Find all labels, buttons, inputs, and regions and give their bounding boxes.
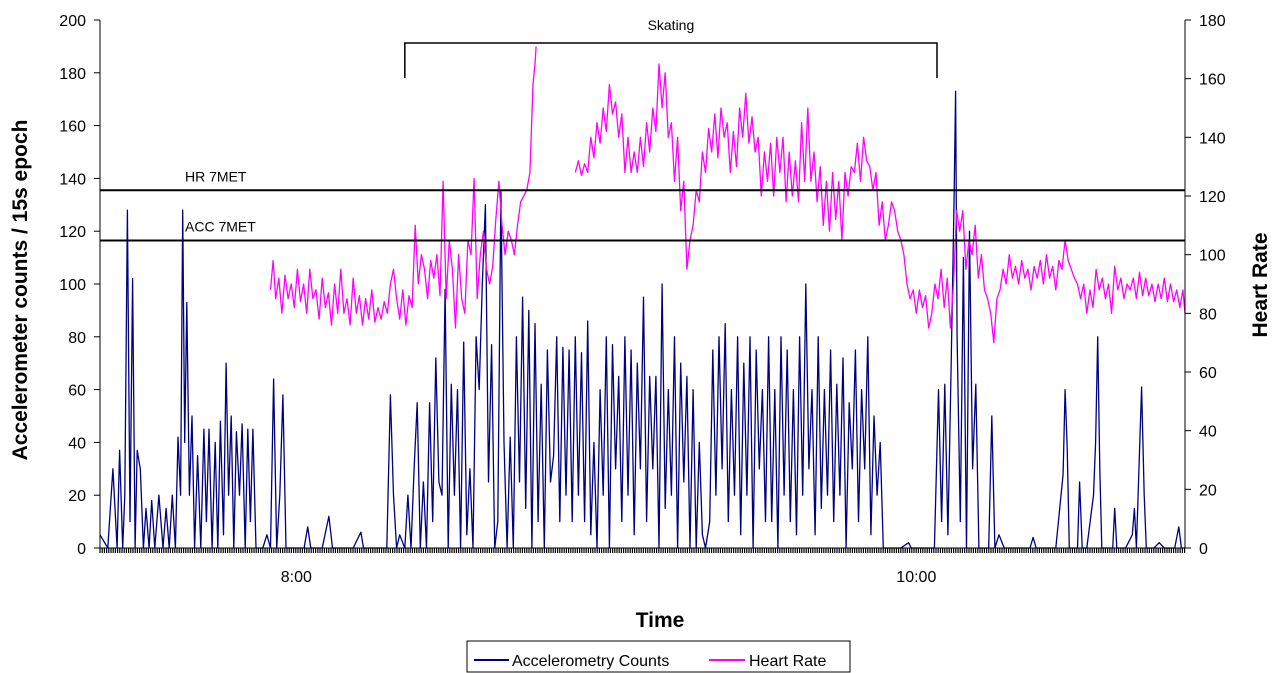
- x-axis-title: Time: [636, 609, 685, 632]
- y-left-tick-label: 20: [68, 488, 86, 505]
- x-tick-label: 8:00: [281, 569, 312, 586]
- y-left-tick-label: 180: [59, 66, 86, 83]
- y-axis-left-title: Accelerometer counts / 15s epoch: [9, 120, 32, 461]
- y-right-tick-label: 100: [1199, 248, 1226, 265]
- x-tick-label: 10:00: [896, 569, 936, 586]
- y-left-tick-label: 0: [77, 541, 86, 558]
- acc-7met-label: ACC 7MET: [185, 218, 256, 234]
- y-right-tick-label: 80: [1199, 306, 1217, 323]
- y-right-tick-label: 120: [1199, 189, 1226, 206]
- legend-label-accelerometry: Accelerometry Counts: [512, 653, 669, 670]
- legend-label-heart-rate: Heart Rate: [749, 653, 826, 670]
- heart-rate-line-segment-1: [574, 63, 1186, 344]
- y-right-tick-label: 40: [1199, 424, 1217, 441]
- y-right-tick-label: 140: [1199, 130, 1226, 147]
- y-left-tick-label: 40: [68, 435, 86, 452]
- y-left-tick-label: 140: [59, 171, 86, 188]
- accelerometry-counts-line: [99, 90, 1185, 549]
- series-layer: [99, 46, 1186, 549]
- hr-7met-label: HR 7MET: [185, 168, 247, 184]
- y-right-tick-label: 60: [1199, 365, 1217, 382]
- skating-label: Skating: [648, 17, 695, 33]
- y-axis-right-title: Heart Rate: [1249, 232, 1272, 337]
- legend: Accelerometry Counts Heart Rate: [466, 640, 851, 673]
- heart-rate-line-segment-0: [269, 46, 537, 329]
- y-right-tick-label: 180: [1199, 13, 1226, 30]
- y-left-tick-label: 60: [68, 383, 86, 400]
- y-left-tick-label: 120: [59, 224, 86, 241]
- axis-layer: 0 20 40 60 80 100 120 140 160 180 200 0 20 40 60 80 100 1…: [59, 13, 1226, 586]
- y-left-tick-label: 200: [59, 13, 86, 30]
- x-axis-minor-ticks: [99, 548, 1186, 553]
- y-right-tick-label: 160: [1199, 72, 1226, 89]
- y-right-tick-label: 0: [1199, 541, 1208, 558]
- annotation-layer: HR 7MET ACC 7MET Skating: [100, 17, 1185, 242]
- y-left-tick-label: 100: [59, 277, 86, 294]
- y-right-tick-label: 20: [1199, 482, 1217, 499]
- y-left-tick-label: 160: [59, 119, 86, 136]
- legend-box: [466, 640, 851, 673]
- y-left-tick-label: 80: [68, 330, 86, 347]
- skating-bracket: [404, 42, 938, 78]
